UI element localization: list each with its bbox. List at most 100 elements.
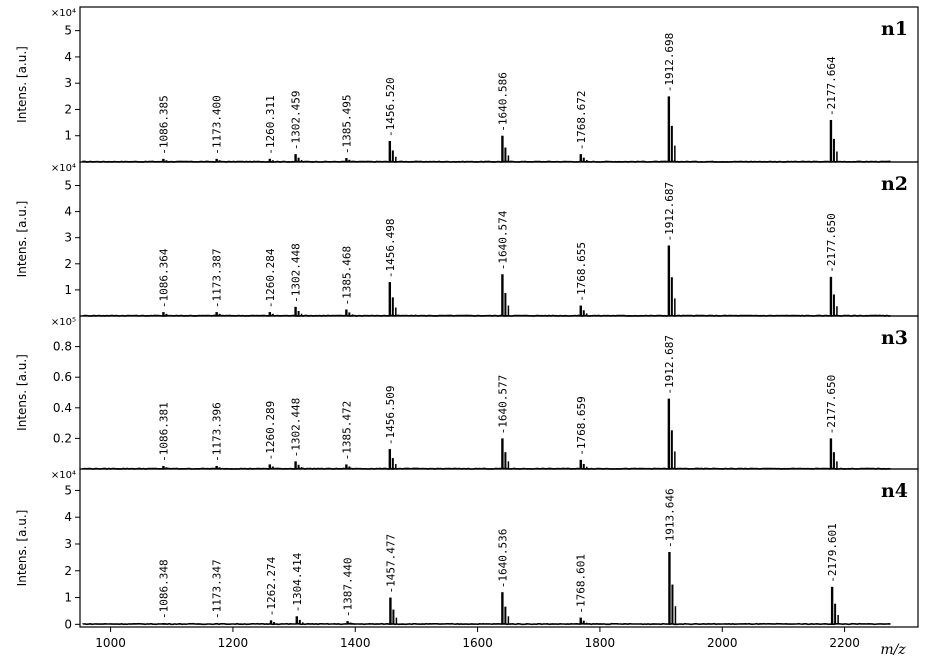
peak-label: -1385.495 [340, 94, 353, 154]
peak-label: -1173.387 [211, 248, 224, 308]
peak: -1385.495 [340, 94, 353, 162]
peak-label: -1385.468 [340, 246, 353, 306]
peak-label: -1086.364 [157, 248, 170, 308]
peak: -1456.520 [384, 77, 397, 162]
peak: -1385.472 [340, 401, 353, 469]
peak-label: -1912.687 [663, 335, 676, 395]
panel-tag: n3 [881, 327, 908, 349]
peak-label: -2177.650 [825, 213, 838, 273]
peak: -1387.440 [342, 557, 355, 625]
peak-label: -1387.440 [342, 557, 355, 617]
x-tick-label: 1000 [95, 636, 126, 650]
peak: -1086.348 [157, 559, 170, 625]
peak-label: -1913.646 [663, 488, 676, 548]
y-axis-label: Intens. [a.u.] [15, 201, 29, 278]
y-tick-label: 1 [64, 129, 72, 143]
peak: -1768.601 [575, 554, 588, 625]
intensity-scale: ×10⁴ [51, 163, 76, 174]
peak-label: -1912.687 [663, 182, 676, 242]
y-tick-label: 0.4 [53, 401, 72, 415]
peak: -1640.574 [496, 210, 509, 316]
y-axis-label: Intens. [a.u.] [15, 510, 29, 587]
peak-label: -1456.509 [384, 385, 397, 445]
peak: -2177.664 [825, 56, 838, 162]
peak: -1173.387 [211, 248, 224, 316]
y-tick-label: 4 [64, 510, 72, 524]
y-tick-label: 1 [64, 591, 72, 605]
peak: -1302.459 [290, 90, 303, 162]
peak-label: -1640.577 [496, 375, 509, 435]
peak-label: -1640.574 [496, 210, 509, 270]
peak: -1912.698 [663, 33, 676, 162]
panel-n3: 0.2 0.4 0.6 0.8 Intens. [a.u.] ×10⁵ n3 -1086.38… [15, 315, 919, 470]
y-axis-label: Intens. [a.u.] [15, 354, 29, 431]
x-axis: 1000 1200 1400 1600 1800 2000 2200 [95, 627, 860, 650]
peak: -1913.646 [663, 488, 676, 625]
peak-label: -1260.289 [264, 401, 277, 461]
peak-label: -1302.459 [290, 90, 303, 150]
peak: -1086.364 [157, 248, 170, 316]
x-tick-label: 2200 [829, 636, 860, 650]
intensity-scale: ×10⁴ [51, 8, 76, 19]
peak-label: -1173.396 [211, 402, 224, 462]
peak: -1304.414 [291, 552, 304, 625]
x-axis-label: m/z [880, 642, 906, 658]
peak: -1640.586 [496, 72, 509, 162]
spectrum-baseline [82, 622, 891, 626]
peak-label: -1456.498 [384, 218, 397, 278]
y-tick-label: 2 [64, 257, 72, 271]
peak: -1456.498 [384, 218, 397, 316]
panel-n2: 1 2 3 4 5 Intens. [a.u.] ×10⁴ n2 -1086.364 -1173.… [15, 161, 919, 317]
panel-n4: 0 1 2 3 4 5 Intens. [a.u.] ×10⁴ n4 -1086.348 -1173… [15, 468, 919, 631]
peak: -2177.650 [825, 213, 838, 316]
peak-label: -1262.274 [265, 556, 278, 616]
peak: -1912.687 [663, 182, 676, 316]
peak-label: -1457.477 [384, 534, 397, 594]
peak: -1912.687 [663, 335, 676, 469]
y-tick-label: 3 [64, 537, 72, 551]
y-tick-label: 5 [64, 178, 72, 192]
peak-label: -2177.664 [825, 56, 838, 116]
panel-tag: n2 [881, 173, 908, 195]
peak-label: -1173.347 [211, 559, 224, 619]
peak-label: -1768.659 [575, 396, 588, 456]
y-tick-label: 4 [64, 205, 72, 219]
intensity-scale: ×10⁴ [51, 470, 76, 481]
y-tick-label: 2 [64, 564, 72, 578]
peak-label: -1768.655 [575, 242, 588, 302]
peak-label: -2177.650 [825, 375, 838, 435]
peak: -1640.536 [496, 529, 509, 625]
peak: -1260.311 [264, 95, 277, 162]
peak-label: -1640.586 [496, 72, 509, 132]
peak: -1173.347 [211, 559, 224, 625]
peak: -1302.448 [290, 398, 303, 469]
peak: -1457.477 [384, 534, 397, 625]
intensity-scale: ×10⁵ [51, 317, 76, 328]
peak: -1086.381 [157, 402, 170, 469]
peak: -1768.655 [575, 242, 588, 316]
peak: -2177.650 [825, 375, 838, 469]
y-tick-label: 1 [64, 283, 72, 297]
peak-label: -1640.536 [496, 529, 509, 589]
y-tick-label: 0.6 [53, 370, 72, 384]
peak-label: -1260.311 [264, 95, 277, 155]
peak: -1385.468 [340, 246, 353, 316]
peak: -1768.659 [575, 396, 588, 469]
y-tick-label: 0 [64, 617, 72, 631]
y-tick-label: 5 [64, 483, 72, 497]
peak-label: -1086.348 [157, 559, 170, 619]
peak-label: -1260.284 [264, 248, 277, 308]
peak: -1302.448 [290, 243, 303, 316]
peak: -2179.601 [826, 523, 839, 625]
y-tick-label: 0.2 [53, 431, 72, 445]
peak: -1262.274 [265, 556, 278, 625]
peak-label: -1302.448 [290, 398, 303, 458]
x-tick-label: 1200 [218, 636, 249, 650]
peak-label: -1768.601 [575, 554, 588, 614]
y-tick-label: 4 [64, 50, 72, 64]
peak: -1640.577 [496, 375, 509, 469]
y-tick-label: 3 [64, 76, 72, 90]
peak-label: -1456.520 [384, 77, 397, 137]
y-tick-label: 2 [64, 102, 72, 116]
